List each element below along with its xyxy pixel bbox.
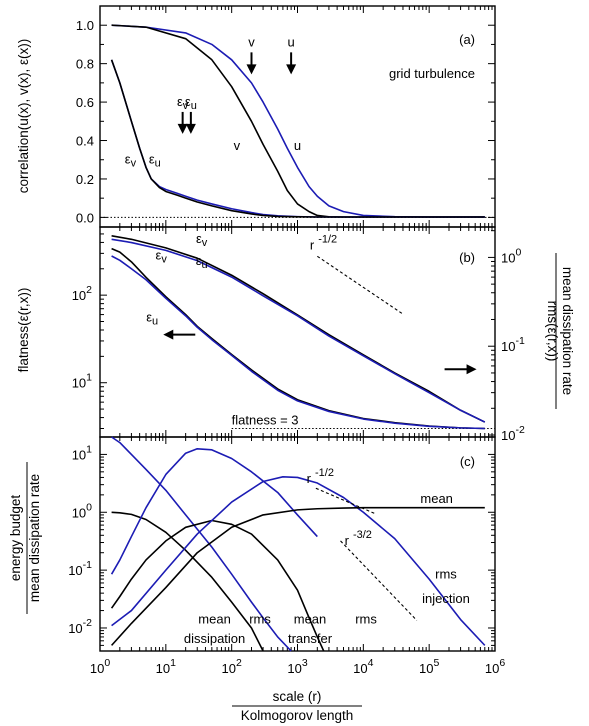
panel-a-annotation-eps-v: εv bbox=[177, 94, 189, 112]
panel-a-annotation-v: v bbox=[248, 34, 255, 49]
panel-b-fit-line bbox=[317, 255, 404, 315]
panel-b-direction-arrow-head bbox=[163, 329, 174, 340]
panel-a-annotation-v: v bbox=[234, 138, 241, 153]
panel-a-annotation-u: u bbox=[288, 34, 295, 49]
panel-c-fit-label: r -3/2 bbox=[345, 529, 372, 548]
panel-c-annotation-injection: injection bbox=[422, 591, 470, 606]
panel-a-annotation-eps-v: εv bbox=[125, 152, 137, 170]
curve-layer bbox=[100, 24, 495, 652]
panel-c-ylabel-numerator: energy budget bbox=[8, 495, 23, 582]
panel-c-annotation-mean: mean bbox=[198, 611, 231, 626]
panel-b-direction-arrow-head bbox=[466, 364, 477, 375]
panel-c-fit-label: r -1/2 bbox=[307, 467, 334, 486]
flatness-3-label: flatness = 3 bbox=[232, 413, 299, 428]
y-tick-label: 10-1 bbox=[68, 559, 92, 578]
y-tick-label: 0.0 bbox=[76, 210, 94, 225]
panel-c-annotation-mean: mean bbox=[420, 491, 453, 506]
y-tick-label-right: 10-2 bbox=[501, 424, 525, 443]
x-tick-label: 102 bbox=[222, 657, 242, 676]
y-tick-label: 0.8 bbox=[76, 57, 94, 72]
x-tick-label: 101 bbox=[156, 657, 176, 676]
panel-c-annotation-dissipation: dissipation bbox=[184, 631, 245, 646]
panel-b-annotation-eps-v: εv bbox=[196, 231, 208, 249]
xlabel-numerator: scale (r) bbox=[273, 689, 322, 704]
panel-b-curve-flatness-eps-u bbox=[111, 255, 485, 430]
panel-b-annotation-eps-u: εu bbox=[196, 253, 208, 271]
panel-b-label: (b) bbox=[459, 250, 475, 265]
panel-b-ylabel-left: flatness(ε(r,x)) bbox=[16, 288, 31, 373]
panel-b-ylabel-right-denominator: mean dissipation rate bbox=[560, 267, 575, 395]
y-tick-label-right: 10-1 bbox=[501, 335, 525, 354]
panel-c-annotation-mean: mean bbox=[294, 611, 327, 626]
panel-c-ylabel-denominator: mean dissipation rate bbox=[27, 474, 42, 602]
panel-a-annotation-u-arrow-head bbox=[286, 64, 297, 75]
panel-c-curve-rms-injection bbox=[111, 476, 486, 646]
x-tick-label: 105 bbox=[419, 657, 439, 676]
panel-c-annotation-rms: rms bbox=[435, 566, 457, 581]
panel-b-curve-rms-eps-u bbox=[111, 238, 486, 423]
panel-c-curve-mean-transfer bbox=[110, 519, 325, 652]
panel-a-ylabel: correlation(u(x), v(x), ε(x)) bbox=[16, 39, 31, 194]
y-tick-label: 101 bbox=[72, 443, 92, 462]
panel-a-curve-u bbox=[111, 24, 485, 218]
x-tick-label: 104 bbox=[353, 657, 373, 676]
panel-b-ylabel-right-numerator: rms(ε(r,x)) bbox=[545, 301, 560, 362]
y-tick-label: 100 bbox=[72, 501, 92, 520]
panel-c-label: (c) bbox=[460, 454, 475, 469]
panel-c-fit-line bbox=[340, 540, 418, 621]
panel-c-curve-rms-transfer bbox=[110, 448, 318, 575]
panel-c-annotation-transfer: transfer bbox=[288, 631, 333, 646]
x-tick-label: 106 bbox=[485, 657, 505, 676]
panel-a-annotation-v-arrow-head bbox=[246, 64, 257, 75]
panel-b-annotation-eps-v: εv bbox=[156, 247, 168, 265]
panel-b-fit-label: r -1/2 bbox=[310, 234, 337, 253]
panel-c-curve-mean-injection bbox=[110, 506, 485, 646]
x-tick-label: 100 bbox=[90, 657, 110, 676]
panel-a-annotation-u: u bbox=[294, 138, 301, 153]
y-tick-label: 0.4 bbox=[76, 134, 94, 149]
panel-c-curve-mean-dissipation bbox=[111, 511, 264, 652]
label-layer: 0.0 0.2 0.4 0.6 0.8 1.0 101 102 100 10-1 10-2 10-2 1… bbox=[68, 18, 525, 676]
panel-a-annotation-eps-v-arrow-head bbox=[177, 123, 188, 134]
panel-b-annotation-eps-u: εu bbox=[146, 309, 158, 327]
panel-c-annotation-rms: rms bbox=[249, 611, 271, 626]
y-tick-label: 1.0 bbox=[76, 18, 94, 33]
tick-layer bbox=[99, 6, 495, 652]
panel-a-annotation-eps-u: εu bbox=[185, 94, 197, 112]
panel-c-curve-rms-dissipation bbox=[111, 436, 292, 652]
y-tick-label: 0.6 bbox=[76, 95, 94, 110]
y-tick-label: 101 bbox=[72, 372, 92, 391]
y-tick-label: 10-2 bbox=[68, 617, 92, 636]
panel-a-annotation-eps-u-arrow-head bbox=[185, 123, 196, 134]
y-tick-label-right: 100 bbox=[501, 246, 521, 265]
panel-a-annotation-eps-u: εu bbox=[149, 152, 161, 170]
panel-a-label: (a) bbox=[459, 32, 475, 47]
x-tick-label: 103 bbox=[287, 657, 307, 676]
xlabel-denominator: Kolmogorov length bbox=[241, 708, 354, 723]
y-tick-label: 0.2 bbox=[76, 172, 94, 187]
panel-a-note: grid turbulence bbox=[389, 66, 475, 81]
panel-a-curve-eps-v bbox=[110, 59, 485, 218]
panel-c-annotation-rms: rms bbox=[355, 611, 377, 626]
y-tick-label: 102 bbox=[72, 284, 92, 303]
